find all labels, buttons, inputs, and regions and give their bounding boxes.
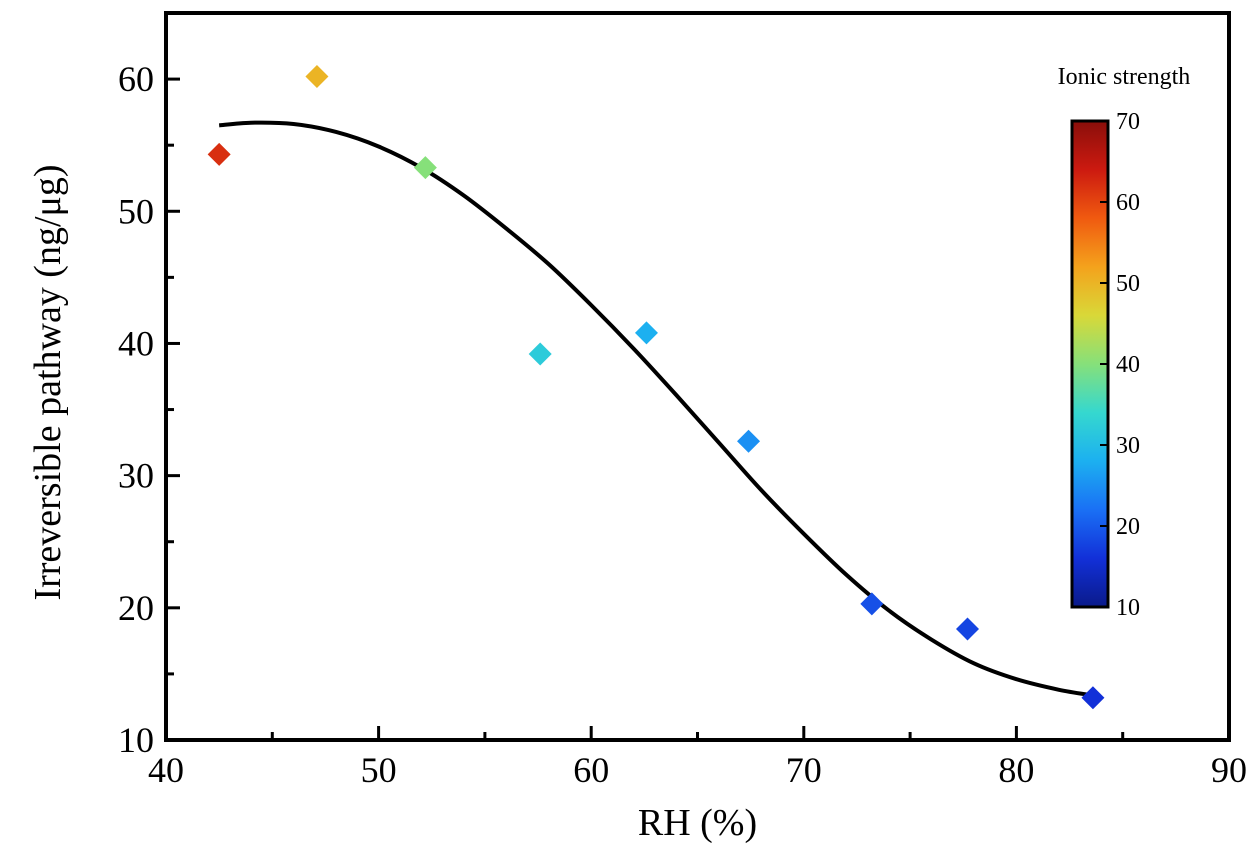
colorbar-tick-label: 40 (1116, 352, 1140, 378)
x-tick-label: 60 (573, 750, 609, 790)
data-point (528, 342, 552, 366)
x-tick-label: 50 (361, 750, 397, 790)
data-point (413, 156, 437, 180)
y-tick-label: 60 (118, 59, 154, 99)
x-tick-label: 40 (148, 750, 184, 790)
colorbar-title: Ionic strength (1058, 64, 1191, 90)
x-axis-title: RH (%) (638, 802, 757, 844)
data-point (860, 592, 884, 616)
data-point (305, 64, 329, 88)
plot-frame (164, 11, 1231, 742)
colorbar: 10 20 30 40 50 60 70 (1070, 109, 1140, 621)
data-point (634, 321, 658, 345)
data-point (207, 142, 231, 166)
x-tick-label: 90 (1211, 750, 1247, 790)
x-tick-label: 70 (786, 750, 822, 790)
plot-area: 40 50 60 70 80 90 10 20 30 40 50 60 (118, 11, 1247, 790)
data-point (1081, 686, 1105, 710)
colorbar-tick-label: 50 (1116, 271, 1140, 297)
y-tick-label: 30 (118, 456, 154, 496)
y-tick-label: 10 (118, 720, 154, 760)
colorbar-tick-label: 20 (1116, 514, 1140, 540)
colorbar-tick-label: 60 (1116, 190, 1140, 216)
data-point (737, 429, 761, 453)
colorbar-tick-label: 70 (1116, 109, 1140, 135)
y-axis-title: Irreversible pathway (ng/μg) (27, 164, 69, 600)
fit-curve (218, 120, 1092, 698)
y-tick-label: 40 (118, 323, 154, 363)
colorbar-tick-label: 10 (1116, 595, 1140, 621)
x-tick-label: 80 (998, 750, 1034, 790)
colorbar-tick-label: 30 (1116, 433, 1140, 459)
data-point (956, 617, 980, 641)
y-tick-label: 50 (118, 191, 154, 231)
y-tick-label: 20 (118, 588, 154, 628)
